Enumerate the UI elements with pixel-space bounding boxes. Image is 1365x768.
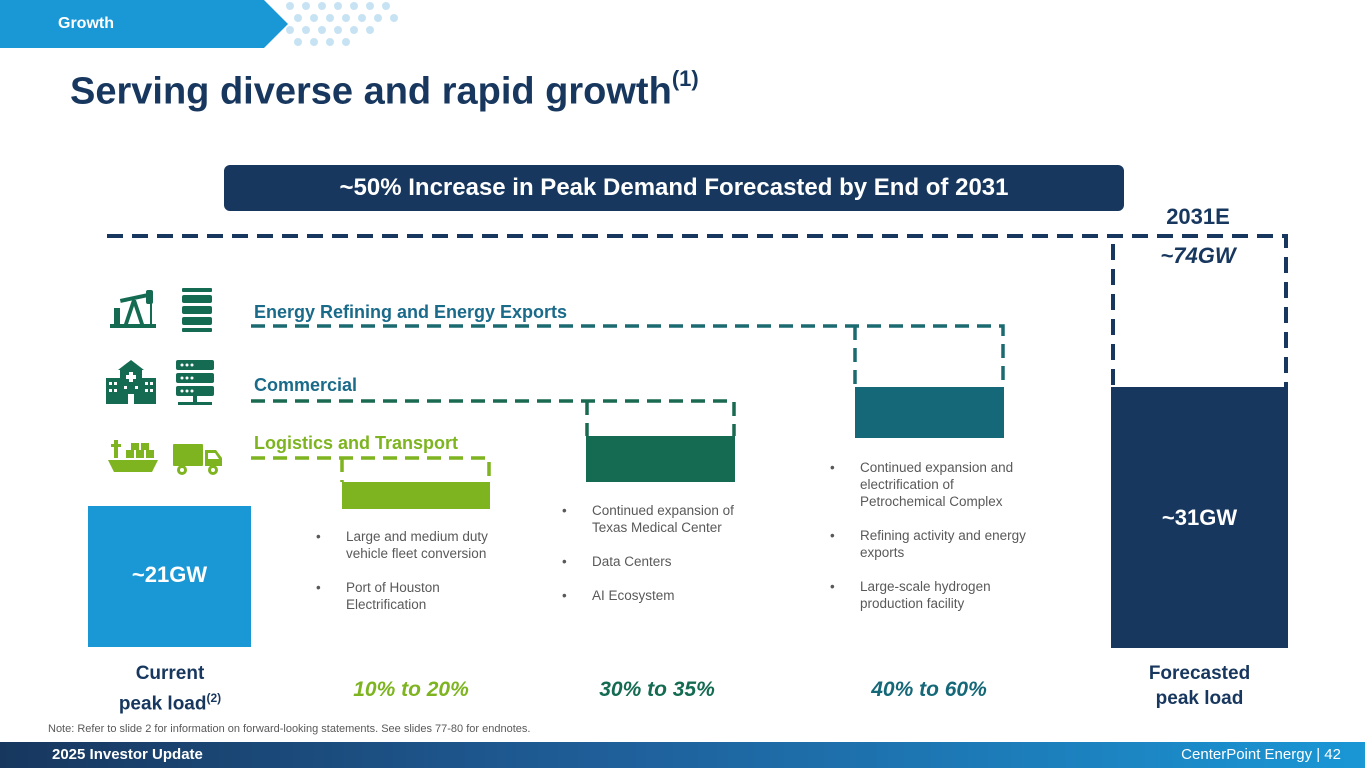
truck-icon <box>173 444 222 475</box>
list-item: Large-scale hydrogen production facility <box>830 578 1035 612</box>
commercial-growth-bar <box>586 436 735 482</box>
cargo-ship-icon <box>108 440 158 472</box>
category-logistics-label: Logistics and Transport <box>254 433 459 453</box>
energy-growth-range: 40% to 60% <box>871 678 987 701</box>
section-tab-label: Growth <box>58 15 114 32</box>
forecasted-peak-value: ~31GW <box>1161 505 1238 530</box>
server-icon <box>176 360 214 405</box>
list-item: Continued expansion and electrification … <box>830 459 1035 510</box>
list-item: Port of Houston Electrification <box>316 579 516 613</box>
energy-dashed-line <box>251 324 1005 388</box>
decorative-dots <box>286 2 398 46</box>
commercial-dashed-line <box>251 399 736 436</box>
list-item: Large and medium duty vehicle fleet conv… <box>316 528 516 562</box>
forecasted-peak-bar <box>1111 387 1288 648</box>
list-item: Refining activity and energy exports <box>830 527 1035 561</box>
category-energy-label: Energy Refining and Energy Exports <box>254 302 568 322</box>
oil-pump-icon <box>110 290 156 328</box>
logistics-growth-range: 10% to 20% <box>353 678 469 701</box>
energy-bullets: Continued expansion and electrification … <box>830 459 1035 629</box>
hospital-icon <box>106 360 156 404</box>
logistics-growth-bar <box>342 482 490 509</box>
oil-barrel-icon <box>182 288 212 332</box>
forecast-total: ~74GW <box>1160 243 1236 268</box>
current-peak-footnote: (2) <box>206 691 222 705</box>
title-footnote: (1) <box>671 66 699 91</box>
commercial-bullets: Continued expansion of Texas Medical Cen… <box>562 502 767 621</box>
current-peak-axis-label: Current peak load(2) <box>118 663 222 715</box>
current-peak-bar <box>88 506 251 647</box>
list-item: Data Centers <box>562 553 767 570</box>
headline-banner: ~50% Increase in Peak Demand Forecasted … <box>224 165 1124 211</box>
forecasted-peak-axis-label: Forecasted peak load <box>1148 663 1251 709</box>
category-commercial-label: Commercial <box>254 375 358 395</box>
footer-page-info: CenterPoint Energy | 42 <box>1181 746 1341 763</box>
section-tab <box>0 0 288 48</box>
list-item: AI Ecosystem <box>562 587 767 604</box>
energy-growth-bar <box>855 387 1004 438</box>
page-title: Serving diverse and rapid growth(1) <box>70 66 699 113</box>
footer-bar <box>0 742 1365 768</box>
logistics-dashed-line <box>251 456 491 482</box>
commercial-growth-range: 30% to 35% <box>599 678 715 701</box>
current-peak-value: ~21GW <box>131 562 208 587</box>
list-item: Continued expansion of Texas Medical Cen… <box>562 502 767 536</box>
footnote: Note: Refer to slide 2 for information o… <box>48 723 531 735</box>
forecast-year: 2031E <box>1166 204 1230 229</box>
logistics-bullets: Large and medium duty vehicle fleet conv… <box>316 528 516 630</box>
footer-title: 2025 Investor Update <box>52 746 203 763</box>
total-demand-dashed-line <box>107 234 1288 388</box>
